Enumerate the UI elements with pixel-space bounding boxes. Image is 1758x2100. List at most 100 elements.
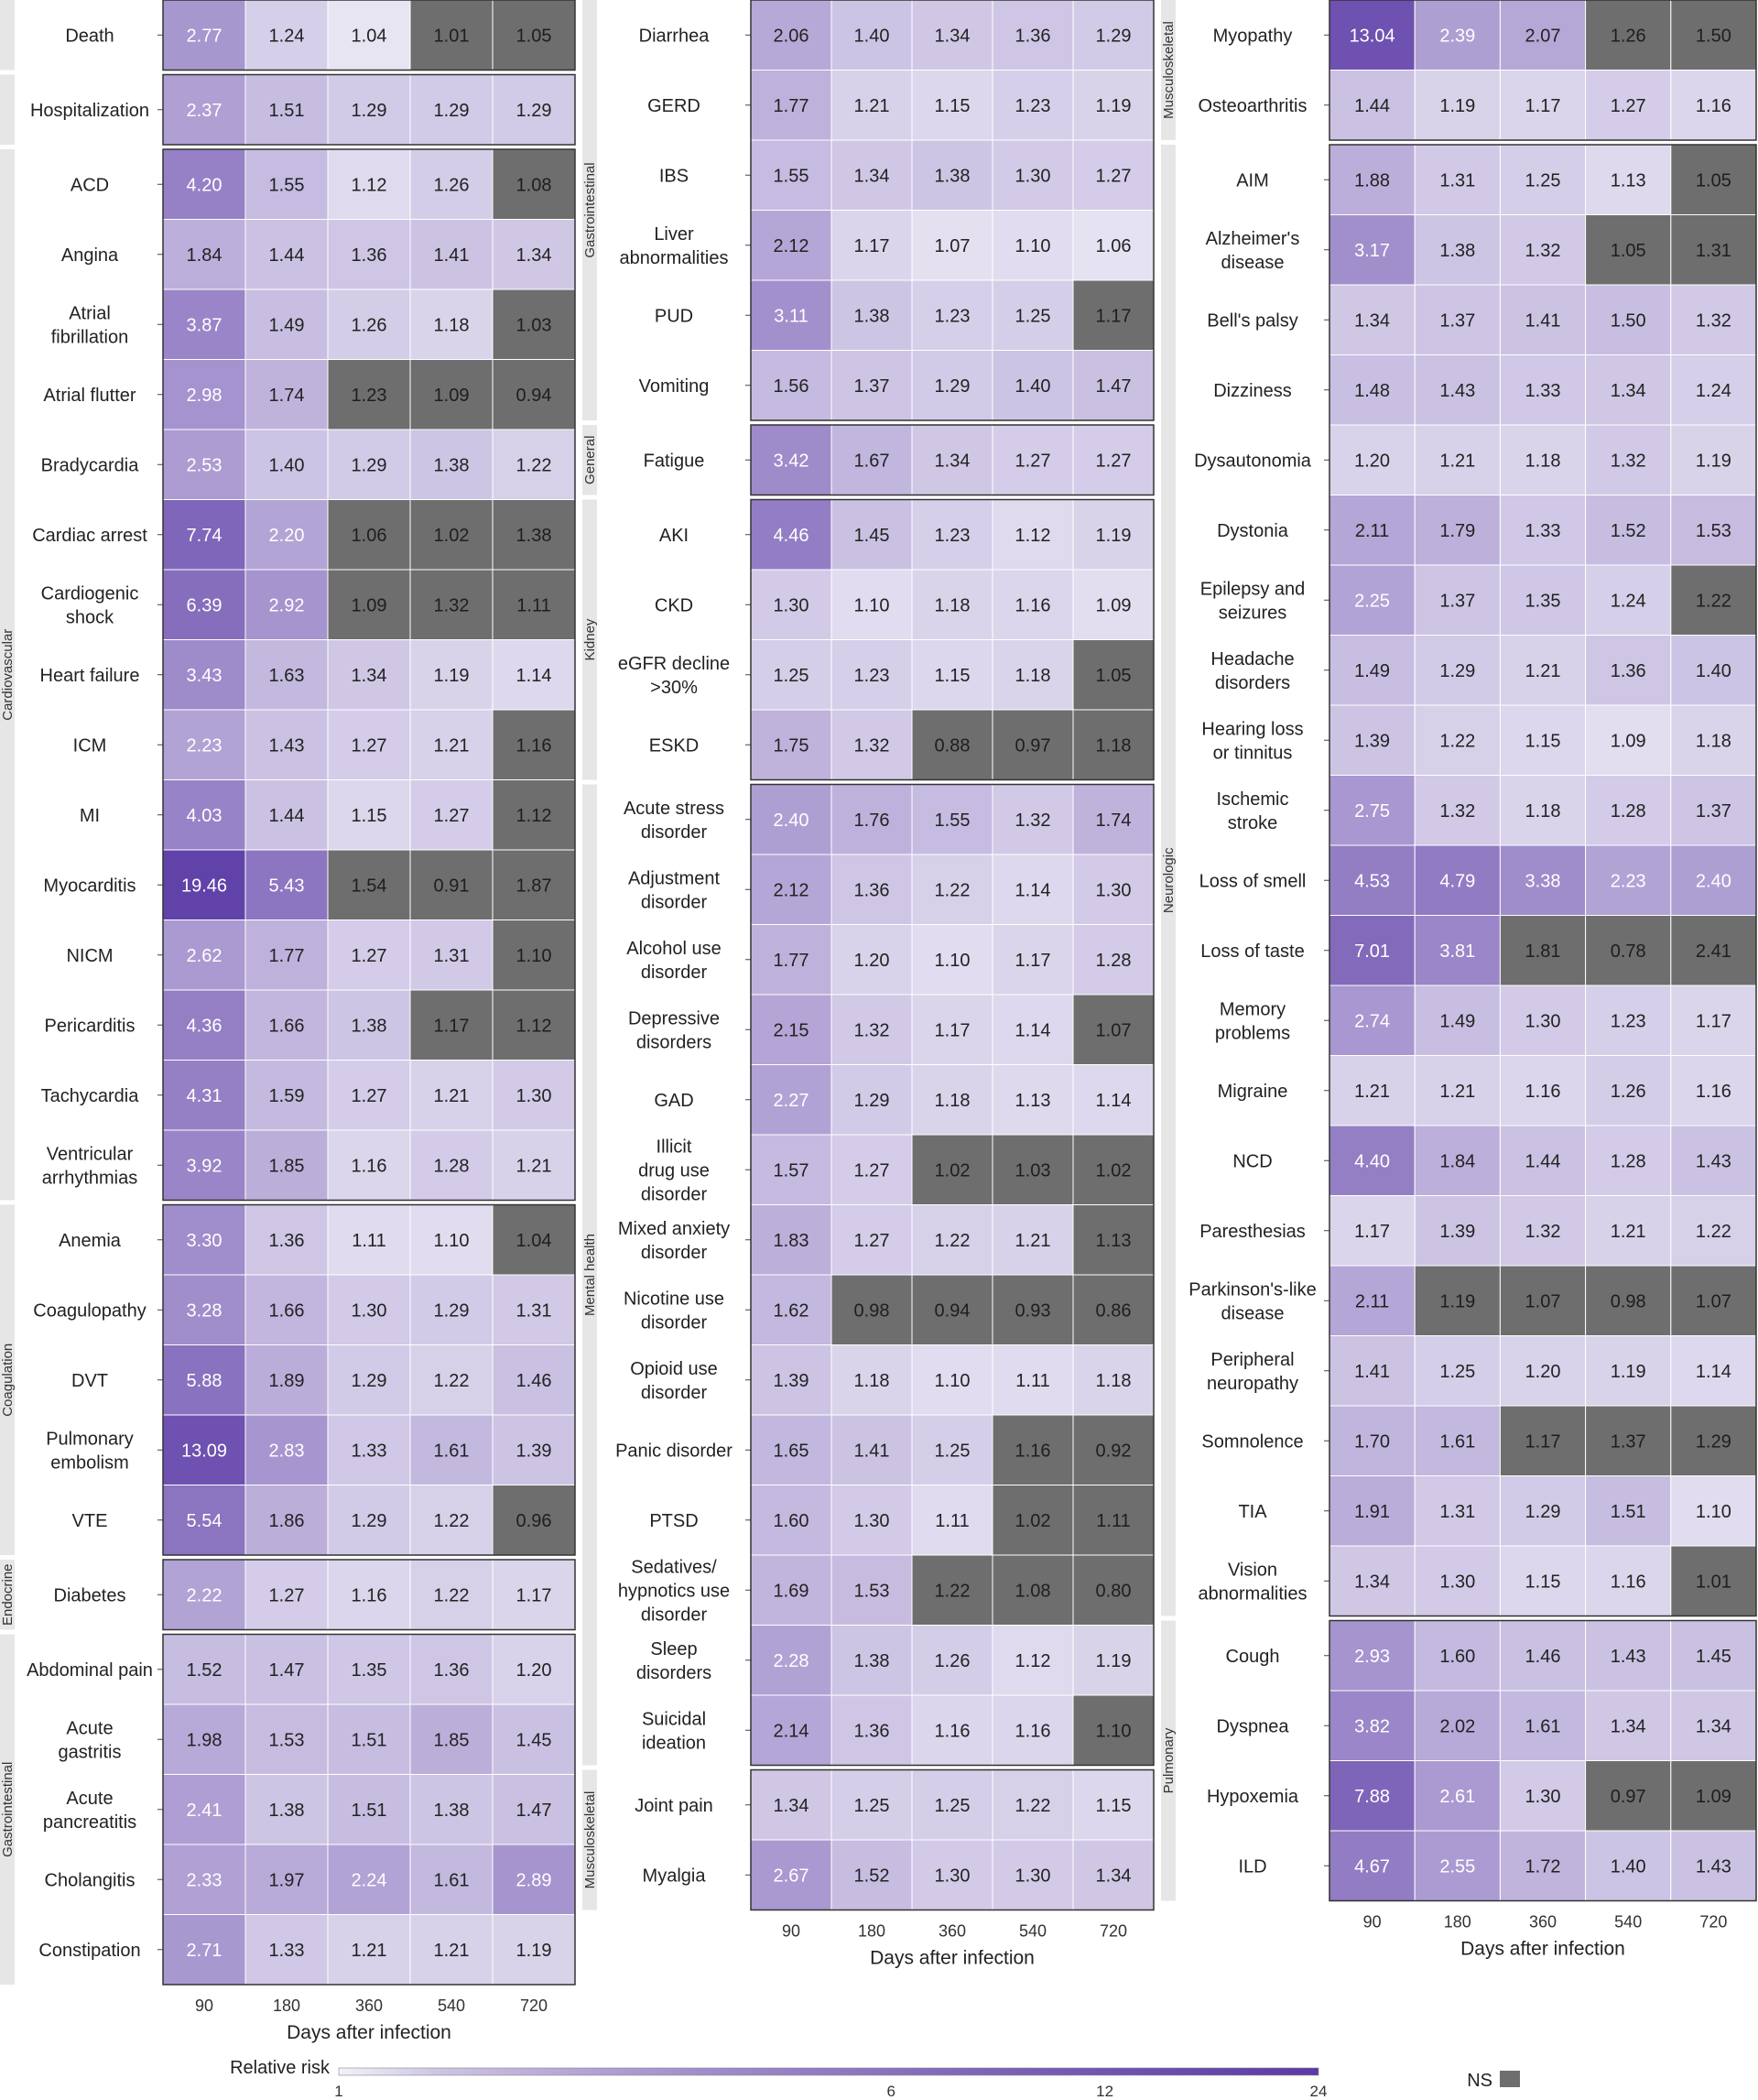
- cell-value: 1.48: [1354, 381, 1390, 401]
- cell-value: 0.94: [516, 386, 552, 406]
- heatmap-cell: [992, 1769, 1074, 1841]
- row-label-bg: [16, 990, 163, 1061]
- cell-value: 1.24: [269, 26, 305, 46]
- cell-value: 1.76: [854, 811, 890, 831]
- cell-value: 1.29: [1696, 1431, 1731, 1452]
- cell-value: 1.87: [516, 876, 552, 896]
- cell-value: 0.80: [1096, 1581, 1132, 1601]
- cell-value: 1.23: [935, 306, 971, 326]
- row-label-bg: [16, 1914, 163, 1985]
- cell-value: 7.88: [1354, 1787, 1390, 1807]
- heatmap-cell: [162, 1274, 246, 1345]
- heatmap-cell: [1499, 354, 1587, 426]
- group-band: [582, 1769, 597, 1910]
- heatmap-cell: [911, 709, 993, 780]
- heatmap-cell: [1499, 915, 1587, 986]
- row-hypoxemia: Hypoxemia 7.88 2.61 1.30 0.97 1.09: [1176, 1760, 1757, 1832]
- heatmap-cell: [911, 0, 993, 71]
- row-label-bg: [16, 779, 163, 850]
- cell-value: 1.32: [434, 595, 470, 615]
- row-label-bg: [597, 499, 751, 570]
- row-label: ESKD: [649, 735, 699, 756]
- cell-value: 1.85: [269, 1156, 305, 1176]
- cell-value: 2.27: [774, 1091, 809, 1111]
- heatmap-cell: [1670, 1055, 1757, 1126]
- heatmap-cell: [830, 350, 913, 421]
- heatmap-cell: [1670, 844, 1757, 916]
- row-label: Illicit drug use disorder: [638, 1137, 710, 1204]
- cell-value: 0.97: [1611, 1787, 1646, 1807]
- row-label: Dyspnea: [1217, 1716, 1290, 1736]
- heatmap-cell: [162, 74, 246, 146]
- cell-value: 1.52: [1611, 521, 1646, 541]
- legend-tick-label: 24: [1310, 2083, 1328, 2100]
- heatmap-cell: [1072, 424, 1155, 495]
- cell-value: 1.40: [1611, 1856, 1646, 1877]
- cell-value: 1.18: [935, 595, 971, 615]
- heatmap-cell: [1585, 1760, 1672, 1832]
- cell-value: 1.27: [434, 806, 470, 826]
- heatmap-cell: [911, 210, 993, 281]
- heatmap-cell: [1499, 214, 1587, 286]
- cell-value: 0.92: [1096, 1441, 1132, 1461]
- cell-value: 1.47: [269, 1660, 305, 1681]
- heatmap-cell: [1072, 1414, 1155, 1485]
- cell-value: 0.78: [1611, 941, 1646, 962]
- cell-value: 2.98: [187, 386, 222, 406]
- group-mental-health: Mental health Acute stress disorder 2.40 1.7…: [582, 783, 1155, 1767]
- cell-value: 1.81: [1525, 941, 1561, 962]
- heatmap-cell: [750, 1064, 832, 1136]
- cell-value: 1.37: [1439, 591, 1475, 611]
- cell-value: 1.06: [352, 526, 387, 546]
- row-vision-abnormalities: Vision abnormalities 1.34 1.30 1.15 1.16 1.01: [1176, 1545, 1757, 1616]
- heatmap-cell: [409, 779, 494, 851]
- cell-value: 1.10: [1015, 236, 1051, 256]
- heatmap-cell: [1329, 424, 1416, 495]
- cell-value: 1.20: [516, 1660, 552, 1681]
- cell-value: 2.61: [1439, 1787, 1475, 1807]
- row-label: CKD: [655, 595, 693, 615]
- cell-value: 1.38: [854, 306, 890, 326]
- row-label-bg: [597, 1769, 751, 1840]
- group-band: [0, 1204, 15, 1555]
- group-outline: [162, 0, 576, 71]
- cell-value: 1.62: [774, 1300, 809, 1321]
- heatmap-cell: [911, 854, 993, 925]
- row-myopathy: Myopathy 13.04 2.39 2.07 1.26 1.50: [1176, 0, 1757, 71]
- cell-value: 1.15: [935, 666, 971, 686]
- heatmap-cell: [992, 924, 1074, 996]
- cell-value: 2.53: [187, 455, 222, 475]
- group-outline: [162, 1633, 576, 1986]
- row-label: Hypoxemia: [1207, 1787, 1299, 1807]
- heatmap-cell: [409, 288, 494, 360]
- cell-value: 1.60: [1439, 1647, 1475, 1667]
- cell-value: 1.17: [1354, 1222, 1390, 1242]
- heatmap-cell: [244, 0, 329, 71]
- row-label-bg: [1176, 145, 1329, 215]
- row-death: Death 2.77 1.24 1.04 1.01 1.05: [16, 0, 576, 71]
- row-label: VTE: [72, 1511, 108, 1531]
- heatmap-cell: [1072, 1769, 1155, 1841]
- cell-value: 1.02: [935, 1160, 971, 1181]
- cell-value: 1.29: [352, 101, 387, 121]
- cell-value: 1.88: [1354, 170, 1390, 190]
- heatmap-cell: [1585, 1620, 1672, 1692]
- row-label-bg: [16, 499, 163, 570]
- cell-value: 1.19: [1439, 1291, 1475, 1311]
- heatmap-cell: [327, 0, 411, 71]
- cell-value: 1.12: [1015, 526, 1051, 546]
- row-bradycardia: Bradycardia 2.53 1.40 1.29 1.38 1.22: [16, 429, 576, 500]
- cell-value: 1.14: [1015, 1020, 1051, 1040]
- heatmap-cell: [1414, 0, 1501, 71]
- row-label: Migraine: [1218, 1082, 1288, 1102]
- heatmap-cell: [162, 1559, 246, 1630]
- cell-value: 4.67: [1354, 1856, 1390, 1877]
- row-label: Myopathy: [1213, 26, 1293, 46]
- heatmap-cell: [1414, 144, 1501, 215]
- cell-value: 1.38: [1439, 241, 1475, 261]
- cell-value: 1.10: [516, 946, 552, 966]
- cell-value: 1.45: [516, 1730, 552, 1750]
- heatmap-cell: [911, 1204, 993, 1276]
- cell-value: 1.60: [774, 1511, 809, 1531]
- row-label: Constipation: [38, 1941, 140, 1961]
